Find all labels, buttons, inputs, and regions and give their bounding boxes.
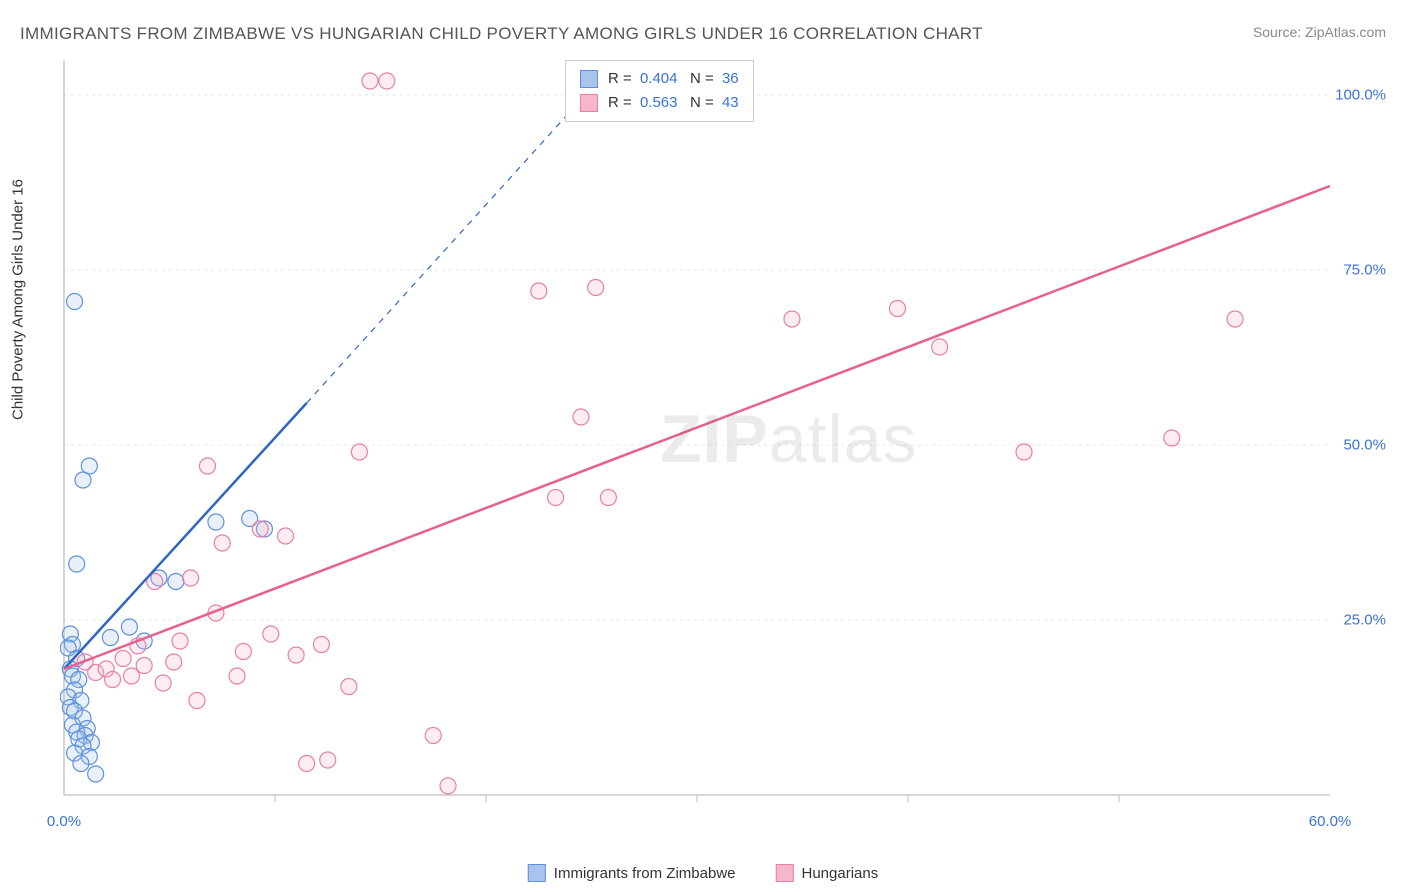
y-tick-label: 50.0%	[1343, 437, 1386, 454]
legend-swatch	[776, 864, 794, 882]
legend-series-label: Immigrants from Zimbabwe	[554, 865, 736, 882]
legend-swatch	[580, 70, 598, 88]
x-tick-label: 60.0%	[1309, 813, 1352, 830]
legend-series-label: Hungarians	[802, 865, 879, 882]
legend-text: R = 0.563 N = 43	[608, 91, 739, 115]
source-prefix: Source:	[1253, 24, 1305, 40]
series-legend: Immigrants from Zimbabwe Hungarians	[528, 864, 878, 882]
legend-text: R = 0.404 N = 36	[608, 67, 739, 91]
y-tick-label: 25.0%	[1343, 612, 1386, 629]
legend-bottom-item: Hungarians	[776, 864, 879, 882]
legend-top-row: R = 0.404 N = 36	[580, 67, 739, 91]
chart-title: IMMIGRANTS FROM ZIMBABWE VS HUNGARIAN CH…	[20, 24, 983, 44]
source-link[interactable]: ZipAtlas.com	[1305, 24, 1386, 40]
chart-container: IMMIGRANTS FROM ZIMBABWE VS HUNGARIAN CH…	[0, 0, 1406, 892]
legend-swatch	[580, 94, 598, 112]
y-tick-label: 75.0%	[1343, 262, 1386, 279]
legend-top-row: R = 0.563 N = 43	[580, 91, 739, 115]
x-tick-label: 0.0%	[47, 813, 81, 830]
legend-swatch	[528, 864, 546, 882]
y-tick-label: 100.0%	[1335, 87, 1386, 104]
legend-bottom-item: Immigrants from Zimbabwe	[528, 864, 736, 882]
correlation-legend: R = 0.404 N = 36R = 0.563 N = 43	[565, 60, 754, 122]
source-label: Source: ZipAtlas.com	[1253, 24, 1386, 40]
y-axis-label: Child Poverty Among Girls Under 16	[10, 179, 27, 420]
scatter-plot	[60, 55, 1390, 835]
